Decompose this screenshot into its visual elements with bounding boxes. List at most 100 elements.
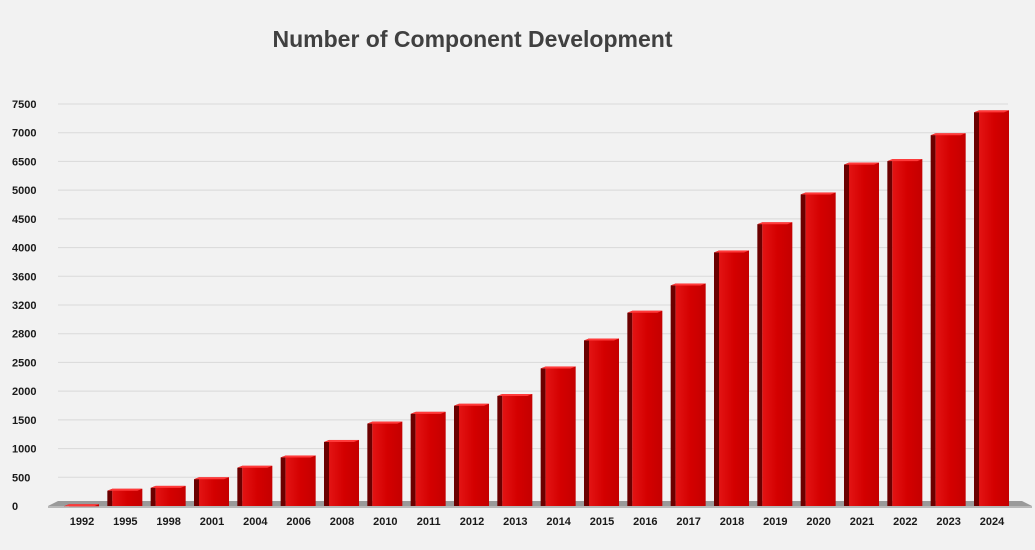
bar-top	[714, 250, 749, 253]
x-tick-label: 2023	[936, 516, 960, 528]
bar-top	[974, 110, 1009, 113]
bar-side	[844, 162, 849, 506]
bar	[107, 488, 143, 506]
bar-front	[459, 403, 489, 506]
bar-side	[237, 465, 243, 506]
bar	[930, 133, 966, 506]
bar-front	[892, 159, 923, 507]
bar	[280, 455, 316, 506]
x-tick-label: 2021	[850, 516, 874, 528]
bar-front	[675, 283, 706, 506]
bar-side	[670, 283, 676, 506]
bar-side	[584, 338, 589, 506]
y-tick-label: 1000	[12, 444, 36, 456]
bar-side	[540, 366, 546, 506]
bar	[974, 110, 1009, 507]
bar-top	[844, 162, 879, 165]
bar	[497, 394, 533, 506]
bar-side	[974, 110, 979, 507]
bar-top	[410, 411, 446, 414]
x-tick-label: 2008	[330, 516, 354, 528]
x-tick-label: 2017	[676, 516, 700, 528]
bar-side	[800, 192, 806, 506]
y-tick-label: 2000	[12, 386, 36, 398]
x-tick-label: 2014	[546, 516, 571, 528]
bar-front	[979, 110, 1009, 507]
x-tick-label: 2004	[243, 516, 268, 528]
bar-front	[805, 192, 836, 506]
y-tick-label: 3200	[12, 300, 36, 312]
bar-front	[285, 455, 316, 506]
bar	[540, 366, 576, 506]
bar-side	[324, 439, 329, 506]
y-tick-label: 0	[12, 501, 18, 513]
x-tick-label: 2020	[806, 516, 830, 528]
bar-top	[150, 485, 186, 488]
bar-top	[107, 488, 143, 491]
x-tick-label: 2016	[633, 516, 657, 528]
bar-side	[757, 222, 763, 506]
bar-front	[112, 488, 143, 506]
bar-side	[194, 477, 199, 506]
x-tick-label: 2015	[590, 516, 614, 528]
x-tick-label: 2018	[720, 516, 744, 528]
bar-side	[150, 485, 156, 506]
bar-top	[627, 310, 663, 313]
bar	[194, 477, 229, 506]
bar	[410, 411, 446, 506]
bar-top	[454, 403, 489, 406]
bar-side	[497, 394, 503, 506]
bar-front	[372, 421, 403, 506]
bar-top	[670, 283, 706, 286]
bar-front	[762, 222, 793, 506]
bar-front	[502, 394, 533, 506]
y-tick-label: 1500	[12, 415, 36, 427]
bar-top	[497, 394, 533, 397]
bar	[627, 310, 663, 506]
bar-side	[410, 411, 416, 506]
y-tick-label: 4500	[12, 214, 36, 226]
y-tick-label: 6500	[12, 156, 36, 168]
bar-front	[589, 338, 619, 506]
bar	[844, 162, 879, 506]
bar-side	[714, 250, 719, 506]
x-tick-label: 2010	[373, 516, 397, 528]
bar-top	[887, 159, 923, 162]
bar-front	[719, 250, 749, 506]
chart-floor-edge	[48, 506, 1032, 508]
bar	[887, 159, 923, 507]
bar-top	[584, 338, 619, 341]
x-tick-label: 2019	[763, 516, 787, 528]
x-tick-label: 2013	[503, 516, 527, 528]
bar-side	[280, 455, 286, 506]
bar-front	[849, 162, 879, 506]
y-tick-label: 5000	[12, 185, 36, 197]
y-tick-label: 2500	[12, 357, 36, 369]
bar-side	[887, 159, 893, 507]
bar-side	[367, 421, 373, 506]
bar	[324, 439, 359, 506]
x-tick-label: 2024	[980, 516, 1005, 528]
bar-front	[545, 366, 576, 506]
bar	[237, 465, 273, 506]
bar-front	[199, 477, 229, 506]
x-tick-label: 2006	[286, 516, 310, 528]
bar-front	[242, 465, 273, 506]
bar	[757, 222, 793, 506]
chart-title: Number of Component Development	[272, 26, 673, 52]
y-tick-label: 2800	[12, 329, 36, 341]
bar-top	[367, 421, 403, 424]
x-tick-label: 2011	[417, 516, 441, 528]
bar	[800, 192, 836, 506]
bar-side	[930, 133, 936, 506]
bar	[64, 504, 99, 507]
y-tick-label: 7000	[12, 128, 36, 140]
bar-front	[632, 310, 663, 506]
y-tick-label: 500	[12, 472, 30, 484]
bar-side	[454, 403, 459, 506]
bar-front	[935, 133, 966, 506]
bar-top	[540, 366, 576, 369]
bar	[714, 250, 749, 506]
